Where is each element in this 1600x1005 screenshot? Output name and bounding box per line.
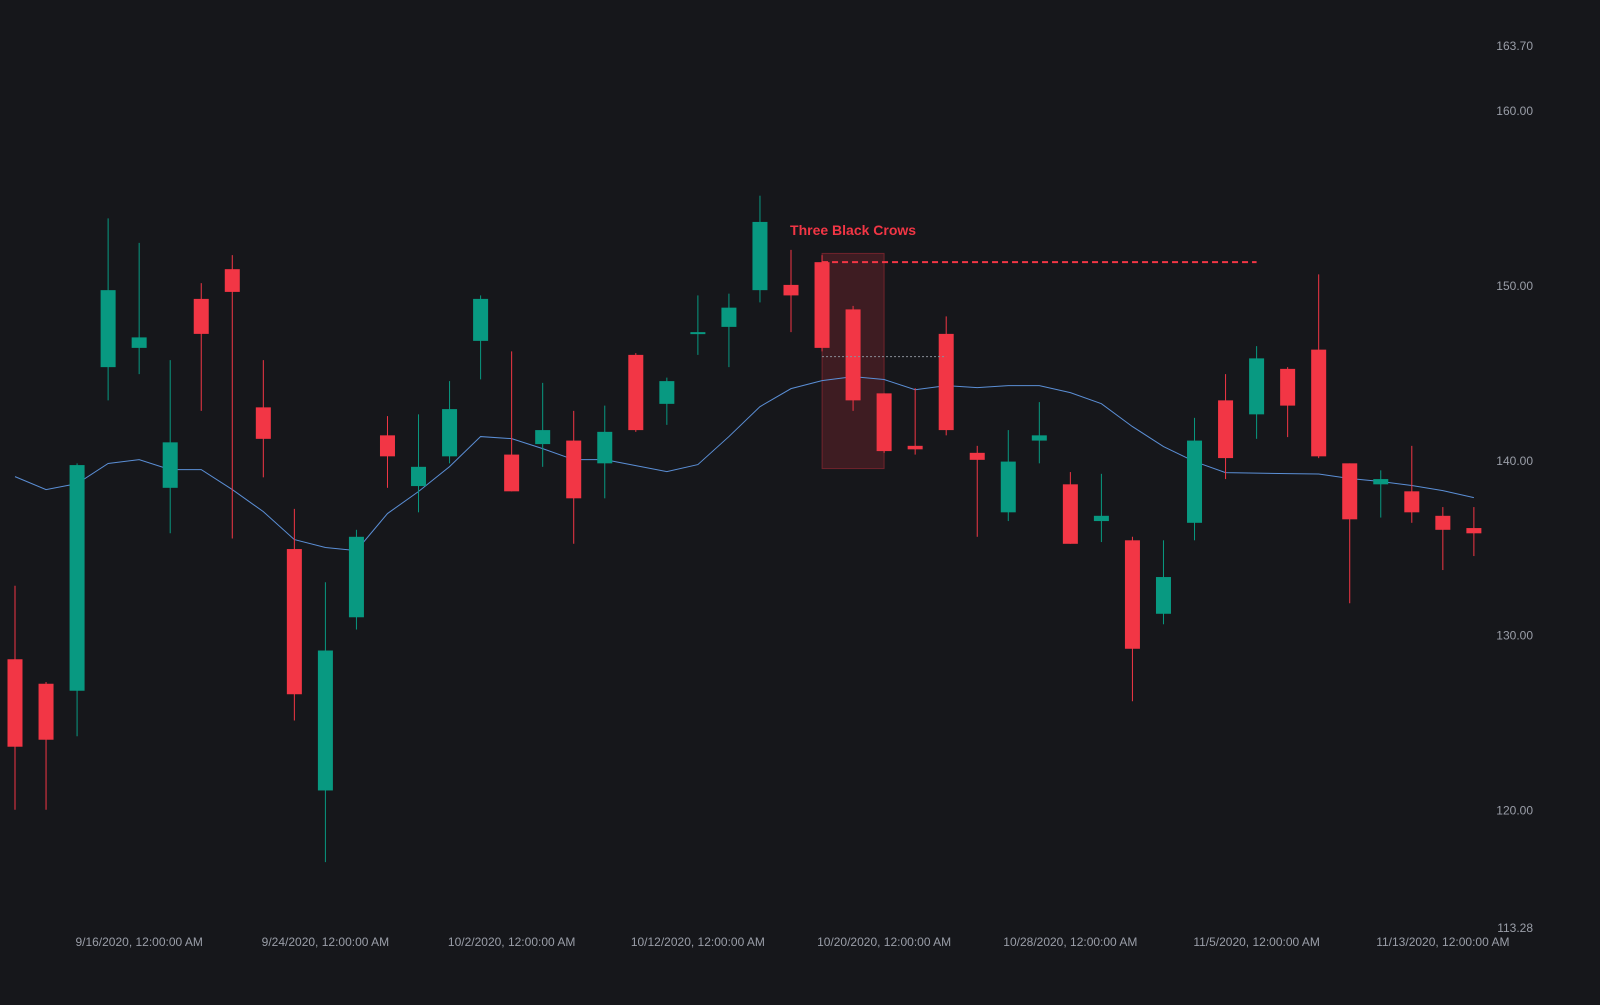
candle-body bbox=[131, 337, 147, 348]
candle-body bbox=[504, 454, 520, 492]
x-tick-label: 10/2/2020, 12:00:00 AM bbox=[448, 935, 575, 949]
candle-body bbox=[255, 407, 271, 439]
candle-body bbox=[286, 549, 302, 695]
candle-body bbox=[1124, 540, 1140, 649]
candle-body bbox=[721, 307, 737, 327]
candle-body bbox=[1031, 435, 1047, 441]
y-tick-label: 163.70 bbox=[1496, 39, 1533, 53]
y-tick-label: 113.28 bbox=[1497, 921, 1533, 935]
moving-average-line bbox=[14, 376, 1474, 552]
candle-body bbox=[876, 393, 892, 452]
candle-body bbox=[659, 381, 675, 404]
candle-body bbox=[1342, 463, 1358, 520]
candle-body bbox=[969, 452, 985, 460]
candle-body bbox=[1218, 400, 1234, 459]
x-tick-label: 10/20/2020, 12:00:00 AM bbox=[817, 935, 951, 949]
candle-body bbox=[69, 465, 85, 691]
candle-body bbox=[1155, 577, 1171, 614]
candle-body bbox=[1000, 461, 1016, 513]
candle-body bbox=[597, 431, 613, 464]
candle-body bbox=[317, 650, 333, 791]
x-tick-label: 10/12/2020, 12:00:00 AM bbox=[631, 935, 765, 949]
candle-body bbox=[193, 298, 209, 334]
candle-body bbox=[1311, 349, 1327, 457]
candle-body bbox=[1093, 515, 1109, 522]
pattern-label: Three Black Crows bbox=[790, 222, 916, 238]
candle-body bbox=[628, 354, 644, 431]
candle-body bbox=[845, 309, 861, 401]
y-tick-label: 150.00 bbox=[1496, 279, 1533, 293]
candle-body bbox=[1435, 515, 1451, 530]
candle-body bbox=[783, 284, 799, 296]
candle-body bbox=[535, 430, 551, 445]
candle-body bbox=[1280, 368, 1296, 406]
candle-body bbox=[224, 269, 240, 292]
y-tick-label: 140.00 bbox=[1496, 454, 1533, 468]
candle-body bbox=[348, 536, 364, 618]
x-tick-label: 10/28/2020, 12:00:00 AM bbox=[1003, 935, 1137, 949]
candle-body bbox=[38, 683, 54, 740]
candle-body bbox=[752, 221, 768, 291]
candle-body bbox=[814, 262, 830, 348]
candle-body bbox=[7, 659, 23, 747]
candle-body bbox=[1373, 479, 1389, 485]
y-tick-label: 120.00 bbox=[1496, 804, 1533, 818]
x-tick-label: 11/5/2020, 12:00:00 AM bbox=[1193, 935, 1320, 949]
candle-body bbox=[938, 333, 954, 431]
candle-body bbox=[473, 298, 489, 341]
candle-body bbox=[1187, 440, 1203, 523]
x-tick-label: 9/24/2020, 12:00:00 AM bbox=[262, 935, 389, 949]
candle-body bbox=[690, 332, 706, 335]
candle-body bbox=[907, 445, 923, 450]
x-tick-label: 11/13/2020, 12:00:00 AM bbox=[1376, 935, 1509, 949]
x-tick-label: 9/16/2020, 12:00:00 AM bbox=[75, 935, 202, 949]
candle-body bbox=[162, 442, 178, 488]
candle-body bbox=[566, 440, 582, 499]
y-tick-label: 160.00 bbox=[1496, 104, 1533, 118]
candle-body bbox=[1062, 484, 1078, 544]
candle-body bbox=[1249, 358, 1265, 415]
candle-body bbox=[442, 409, 458, 457]
candle-body bbox=[1404, 491, 1420, 513]
candle-body bbox=[411, 466, 427, 487]
candle-body bbox=[100, 290, 116, 368]
candle-body bbox=[1466, 528, 1482, 534]
candle-body bbox=[379, 435, 395, 457]
y-tick-label: 130.00 bbox=[1496, 629, 1533, 643]
